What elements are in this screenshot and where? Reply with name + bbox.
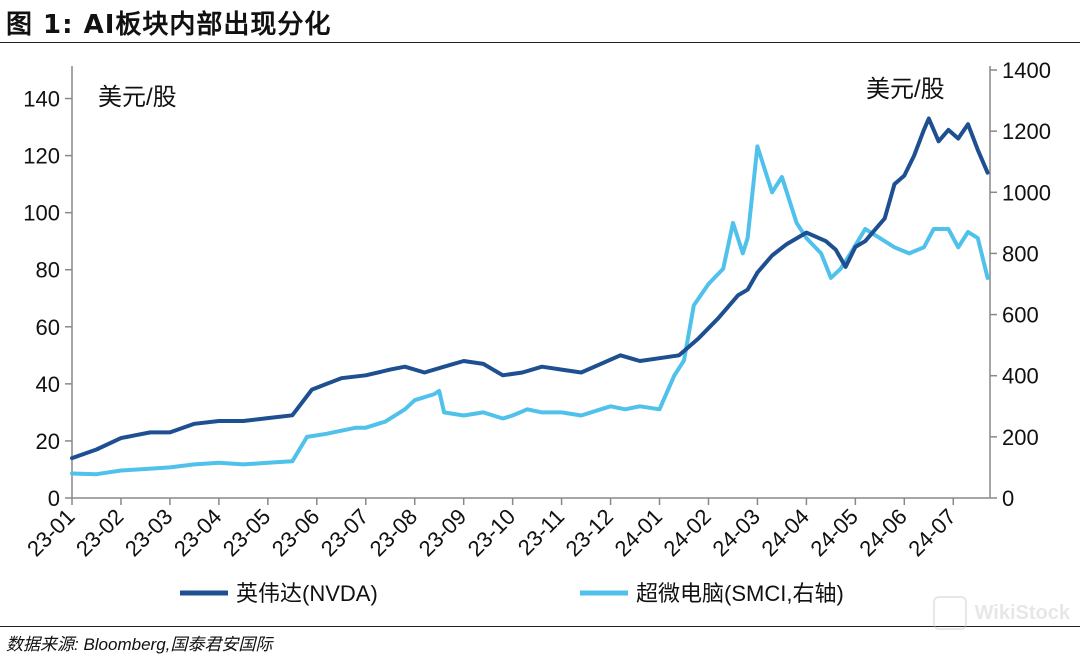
left-tick-label: 140 xyxy=(23,87,60,112)
right-tick-label: 1000 xyxy=(1002,180,1051,205)
watermark-logo-icon xyxy=(932,596,967,630)
chart-axes: 0204060801001201400200400600800100012001… xyxy=(22,58,1051,561)
series-line-smci xyxy=(70,144,990,477)
x-tick-label: 23-05 xyxy=(218,504,275,561)
series-line-nvda xyxy=(70,116,990,461)
right-tick-label: 1400 xyxy=(1002,58,1051,83)
x-tick-label: 23-07 xyxy=(316,504,373,561)
left-tick-label: 100 xyxy=(23,201,60,226)
x-tick-label: 23-03 xyxy=(120,504,177,561)
x-tick-label: 24-03 xyxy=(708,504,765,561)
left-tick-label: 20 xyxy=(36,429,60,454)
chart-series xyxy=(70,116,990,477)
x-tick-label: 24-06 xyxy=(854,504,911,561)
right-axis-label: 美元/股 xyxy=(866,76,945,103)
x-tick-label: 23-02 xyxy=(71,504,128,561)
x-tick-label: 23-11 xyxy=(513,504,569,560)
left-axis-label: 美元/股 xyxy=(98,84,177,111)
left-tick-label: 80 xyxy=(36,258,60,283)
legend-label-smci: 超微电脑(SMCI,右轴) xyxy=(636,581,844,606)
x-tick-label: 23-04 xyxy=(169,504,226,561)
x-tick-label: 23-01 xyxy=(22,504,79,561)
right-tick-label: 400 xyxy=(1002,364,1039,389)
title-rule xyxy=(0,42,1080,43)
right-tick-label: 200 xyxy=(1002,425,1039,450)
chart-legend: 英伟达(NVDA) 超微电脑(SMCI,右轴) xyxy=(180,581,844,606)
right-tick-label: 600 xyxy=(1002,303,1039,328)
right-tick-label: 1200 xyxy=(1002,119,1051,144)
x-tick-label: 24-04 xyxy=(756,504,813,561)
source-rule xyxy=(0,626,1080,627)
chart: 0204060801001201400200400600800100012001… xyxy=(22,58,1051,606)
left-tick-label: 120 xyxy=(23,144,60,169)
left-tick-label: 0 xyxy=(48,486,60,511)
x-tick-label: 24-02 xyxy=(659,504,716,561)
x-tick-label: 23-08 xyxy=(365,504,422,561)
watermark: WikiStock xyxy=(932,596,1070,630)
x-tick-label: 23-12 xyxy=(561,504,618,561)
left-tick-label: 40 xyxy=(36,372,60,397)
right-tick-label: 800 xyxy=(1002,241,1039,266)
x-tick-label: 23-10 xyxy=(463,504,520,561)
x-tick-label: 23-09 xyxy=(414,504,471,561)
figure-title: 图 1: AI板块内部出现分化 xyxy=(6,10,332,40)
x-tick-label: 24-07 xyxy=(903,504,960,561)
watermark-text: WikiStock xyxy=(974,601,1070,624)
right-tick-label: 0 xyxy=(1002,486,1014,511)
legend-label-nvda: 英伟达(NVDA) xyxy=(236,581,378,606)
x-tick-label: 24-05 xyxy=(805,504,862,561)
source-note: 数据来源: Bloomberg,国泰君安国际 xyxy=(6,635,273,654)
x-tick-label: 24-01 xyxy=(610,504,667,561)
left-tick-label: 60 xyxy=(36,315,60,340)
x-tick-label: 23-06 xyxy=(267,504,324,561)
